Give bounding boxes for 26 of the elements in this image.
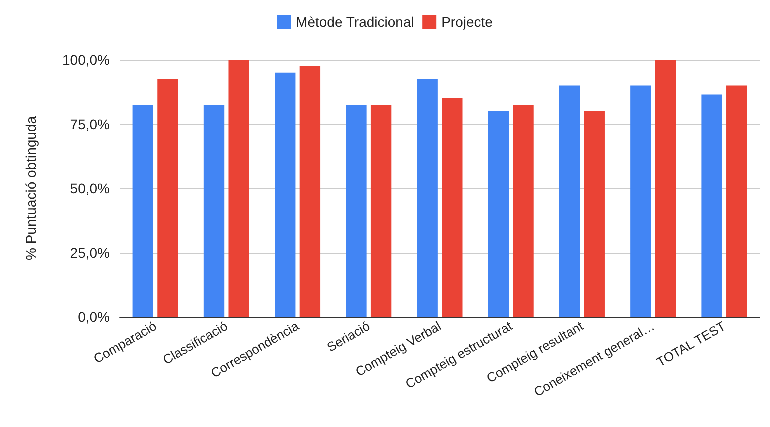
legend-label: Projecte	[442, 14, 494, 30]
bar	[630, 86, 652, 317]
bar	[702, 94, 722, 317]
bar	[513, 104, 534, 317]
y-tick-label: 50,0%	[70, 180, 110, 196]
bar	[442, 98, 463, 317]
legend-label: Mètode Tradicional	[296, 14, 414, 30]
bar	[370, 104, 392, 317]
bar	[417, 79, 438, 317]
y-axis-title: % Puntuació obtinguda	[23, 116, 39, 260]
bar	[559, 86, 580, 317]
bar	[584, 111, 605, 317]
bar	[204, 104, 225, 317]
bar	[158, 79, 178, 317]
bar	[346, 104, 367, 317]
bar	[275, 72, 296, 317]
y-tick-label: 75,0%	[70, 116, 110, 132]
y-tick-label: 0,0%	[78, 309, 110, 325]
bar	[300, 66, 321, 317]
y-tick-label: 100,0%	[62, 52, 110, 68]
bar	[228, 60, 250, 317]
bar	[726, 86, 748, 317]
bar	[655, 60, 676, 317]
bar	[488, 111, 510, 317]
bar	[132, 104, 154, 317]
y-tick-label: 25,0%	[70, 244, 110, 261]
